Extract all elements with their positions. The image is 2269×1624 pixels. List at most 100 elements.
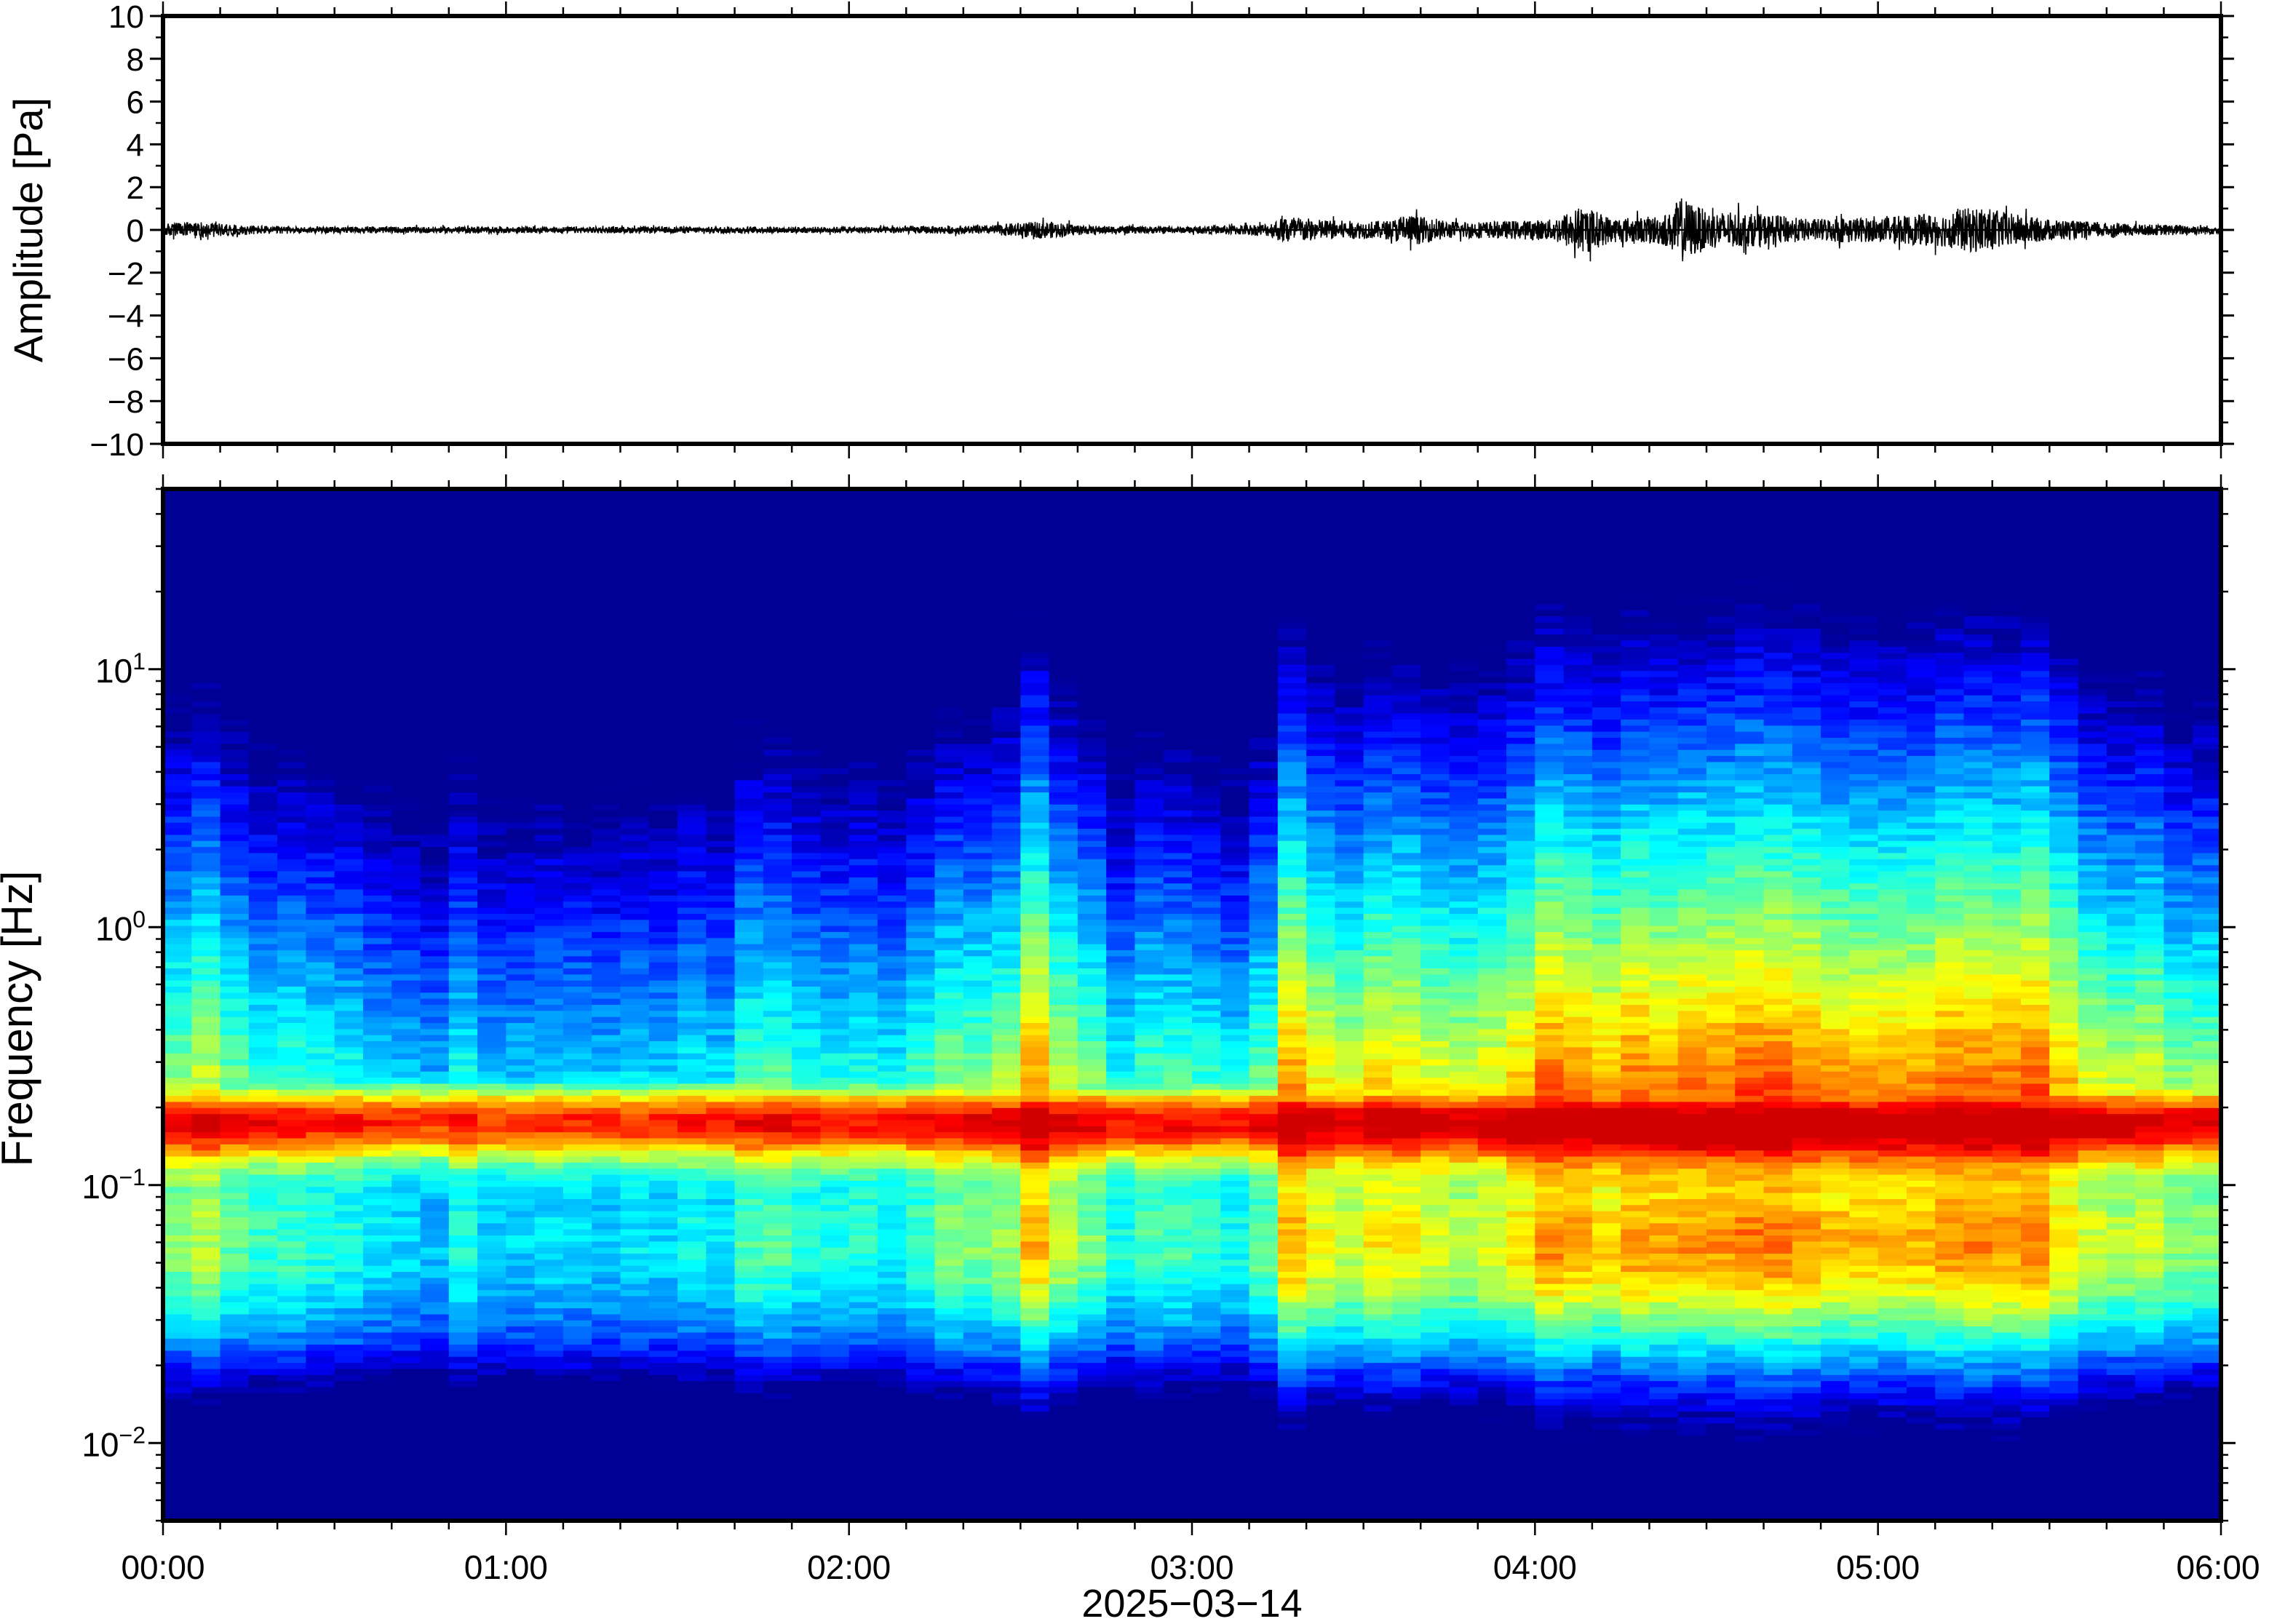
spectrogram-cell: [648, 616, 678, 624]
spectrogram-cell: [506, 798, 536, 805]
spectrogram-cell: [677, 1423, 707, 1430]
spectrogram-cell: [792, 1041, 822, 1048]
spectrogram-cell: [763, 944, 792, 951]
spectrogram-cell: [277, 847, 307, 854]
spectrogram-cell: [934, 774, 964, 781]
spectrogram-cell: [362, 804, 393, 811]
spectrogram-cell: [277, 573, 307, 581]
spectrogram-cell: [792, 1205, 822, 1212]
spectrogram-cell: [620, 1259, 650, 1267]
spectrogram-cell: [706, 1478, 736, 1485]
spectrogram-cell: [420, 634, 450, 642]
spectrogram-cell: [792, 1107, 822, 1115]
spectrogram-cell: [934, 1393, 964, 1400]
spectrogram-cell: [906, 1138, 936, 1145]
spectrogram-cell: [563, 926, 592, 933]
spectrogram-cell: [963, 895, 993, 902]
spectrogram-cell: [448, 1356, 478, 1364]
spectrogram-cell: [763, 877, 792, 884]
spectrogram-cell: [592, 744, 621, 751]
spectrogram-cell: [792, 689, 822, 696]
spectrogram-cell: [506, 1089, 536, 1096]
spectrogram-cell: [934, 664, 964, 672]
spectrogram-cell: [220, 847, 250, 854]
spectrogram-cell: [620, 907, 650, 915]
spectrogram-cell: [849, 1150, 878, 1158]
spectrogram-cell: [334, 811, 364, 818]
spectrogram-cell: [734, 907, 764, 915]
spectrogram-cell: [820, 1011, 850, 1018]
spectrogram-cell: [963, 525, 993, 533]
spectrogram-cell: [648, 1508, 678, 1516]
spectrogram-cell: [792, 786, 822, 793]
spectrogram-cell: [306, 1114, 335, 1121]
spectrogram-cell: [506, 883, 536, 891]
spectrogram-cell: [448, 707, 478, 715]
spectrogram-cell: [934, 1107, 964, 1115]
spectrogram-cell: [220, 525, 250, 533]
spectrogram-cell: [849, 701, 878, 709]
spectrogram-cell: [734, 1436, 764, 1443]
spectrogram-cell: [963, 658, 993, 666]
spectrogram-cell: [334, 1144, 364, 1151]
spectrogram-cell: [477, 907, 507, 915]
spectrogram-cell: [906, 1320, 936, 1327]
spectrogram-cell: [248, 1120, 278, 1127]
spectrogram-cell: [477, 1198, 507, 1206]
spectrogram-cell: [648, 1320, 678, 1327]
spectrogram-cell: [677, 513, 707, 520]
spectrogram-cell: [248, 1107, 278, 1115]
spectrogram-cell: [506, 1174, 536, 1182]
spectrogram-cell: [420, 622, 450, 629]
spectrogram-cell: [248, 568, 278, 575]
spectrogram-cell: [477, 798, 507, 805]
spectrogram-cell: [448, 944, 478, 951]
spectrogram-cell: [448, 1150, 478, 1158]
spectrogram-cell: [877, 829, 907, 836]
spectrogram-cell: [334, 616, 364, 624]
spectrogram-cell: [934, 744, 964, 751]
spectrogram-cell: [706, 1272, 736, 1279]
spectrogram-cell: [362, 671, 393, 678]
spectrogram-cell: [677, 562, 707, 569]
spectrogram-cell: [420, 1484, 450, 1492]
spectrogram-cell: [248, 1496, 278, 1503]
spectrogram-cell: [477, 1005, 507, 1012]
spectrogram-cell: [534, 877, 564, 884]
spectrogram-cell: [963, 695, 993, 702]
spectrogram-cell: [820, 756, 850, 763]
spectrogram-cell: [620, 622, 650, 629]
spectrogram-cell: [163, 1089, 193, 1096]
spectrogram-cell: [763, 731, 792, 739]
spectrogram-cell: [392, 622, 421, 629]
spectrogram-cell: [734, 1345, 764, 1352]
spectrogram-cell: [734, 1253, 764, 1261]
spectrogram-cell: [420, 1005, 450, 1012]
spectrogram-cell: [677, 956, 707, 963]
spectrogram-cell: [563, 1320, 592, 1327]
spectrogram-cell: [277, 507, 307, 514]
spectrogram-cell: [506, 1259, 536, 1267]
spectrogram-cell: [163, 562, 193, 569]
spectrogram-cell: [306, 1490, 335, 1497]
spectrogram-cell: [563, 501, 592, 508]
spectrogram-cell: [163, 1011, 193, 1018]
spectrogram-cell: [506, 1114, 536, 1121]
spectrogram-cell: [563, 1193, 592, 1200]
spectrogram-cell: [677, 1096, 707, 1103]
spectrogram-cell: [191, 1041, 221, 1048]
spectrogram-cell: [277, 537, 307, 544]
spectrogram-cell: [191, 980, 221, 987]
spectrogram-cell: [248, 859, 278, 866]
spectrogram-cell: [248, 798, 278, 805]
spectrogram-cell: [334, 598, 364, 605]
spectrogram-cell: [220, 744, 250, 751]
spectrogram-cell: [763, 792, 792, 800]
spectrogram-cell: [420, 1107, 450, 1115]
spectrogram-cell: [163, 610, 193, 617]
spectrogram-cell: [534, 1169, 564, 1176]
spectrogram-cell: [506, 1496, 536, 1503]
spectrogram-cell: [820, 1514, 850, 1521]
spectrogram-cell: [592, 646, 621, 654]
spectrogram-cell: [534, 1302, 564, 1309]
